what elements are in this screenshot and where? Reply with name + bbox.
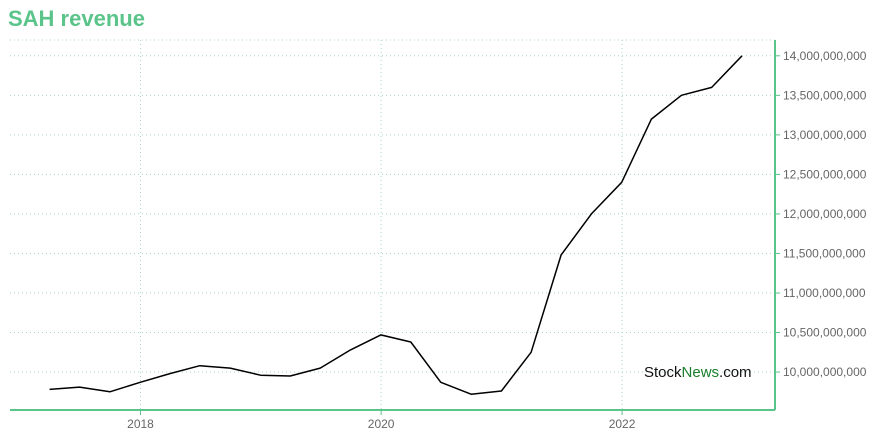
- x-tick-label: 2018: [127, 417, 154, 431]
- y-tick-label: 11,500,000,000: [783, 246, 866, 260]
- x-tick-label: 2020: [368, 417, 395, 431]
- y-tick-label: 11,000,000,000: [783, 286, 866, 300]
- y-tick-label: 13,000,000,000: [783, 128, 867, 142]
- y-tick-label: 12,500,000,000: [783, 167, 867, 181]
- y-tick-label: 12,000,000,000: [783, 207, 867, 221]
- watermark-news: News: [681, 364, 720, 381]
- y-tick-label: 10,000,000,000: [783, 365, 867, 379]
- watermark-com: .com: [719, 364, 752, 381]
- y-tick-label: 10,500,000,000: [783, 326, 867, 340]
- watermark-stock: Stock: [644, 364, 682, 381]
- stocknews-watermark: StockNews.com: [644, 364, 752, 381]
- y-tick-label: 14,000,000,000: [783, 49, 867, 63]
- chart-title: SAH revenue: [8, 6, 145, 31]
- x-tick-label: 2022: [609, 417, 636, 431]
- revenue-series-line: [49, 55, 743, 395]
- y-tick-label: 13,500,000,000: [783, 88, 867, 102]
